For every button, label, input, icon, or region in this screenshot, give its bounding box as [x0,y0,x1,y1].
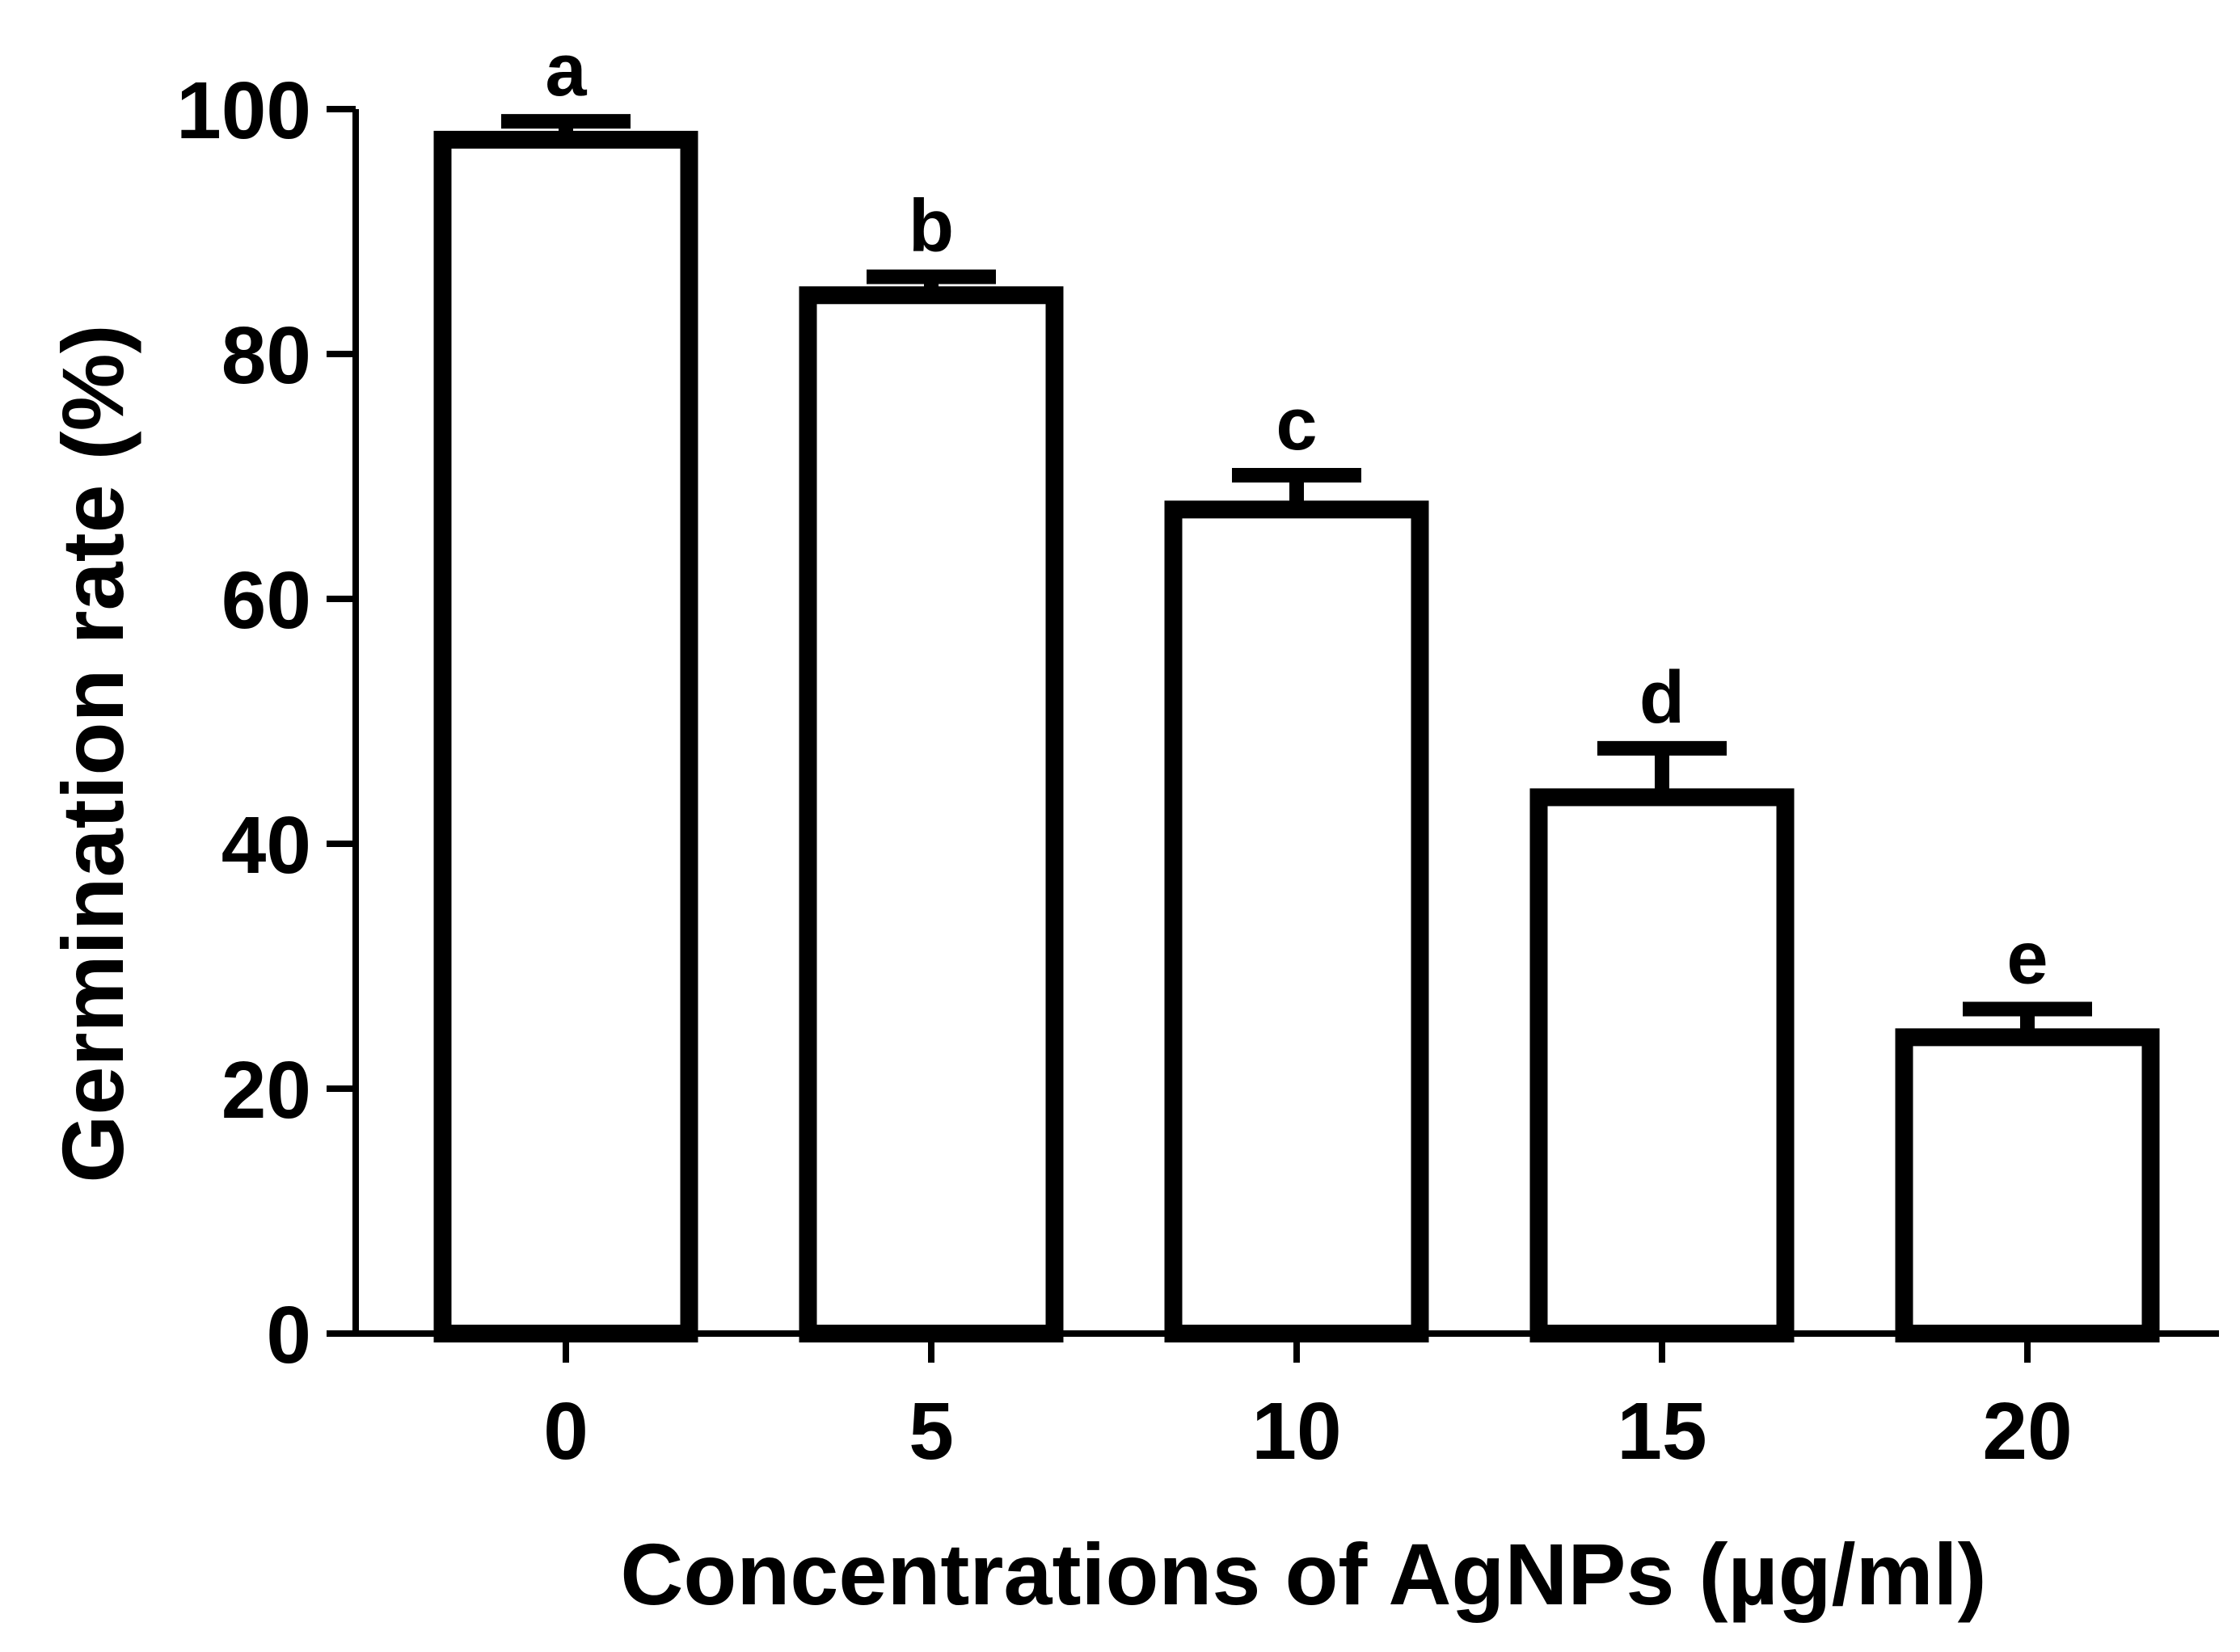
axes-layer [352,109,2219,1337]
y-tick-label: 0 [266,1290,311,1380]
y-tick-label: 80 [221,310,311,401]
x-tick-label: 5 [909,1386,954,1477]
bar [433,130,698,1342]
y-axis-title: Germination rate (%) [44,324,141,1182]
x-tick-label: 20 [1982,1386,2072,1477]
error-bars-layer [501,114,2092,1038]
bars-layer [433,130,2160,1342]
x-tick-label: 0 [543,1386,588,1477]
x-tick-label: 15 [1617,1386,1706,1477]
ticks-layer: 0 20 40 60 80 100 0 5 10 15 20 [176,65,2072,1477]
x-axis-title: Concentrations of AgNPs (µg/ml) [620,1525,1986,1623]
x-tick-label: 10 [1251,1386,1341,1477]
y-tick-label: 60 [221,555,311,646]
bar [799,286,1064,1342]
significance-letter: e [2006,917,2048,1000]
y-tick-label: 20 [221,1045,311,1136]
significance-letter: a [545,29,587,112]
bar [1895,1028,2160,1342]
significance-letter: b [909,185,954,268]
y-tick-label: 40 [221,800,311,891]
bar [1164,500,1429,1342]
significance-letters-layer: a b c d e [545,29,2048,999]
significance-letter: c [1276,383,1317,466]
significance-letter: d [1639,656,1685,739]
bar [1529,788,1795,1342]
y-tick-label: 100 [176,65,311,156]
